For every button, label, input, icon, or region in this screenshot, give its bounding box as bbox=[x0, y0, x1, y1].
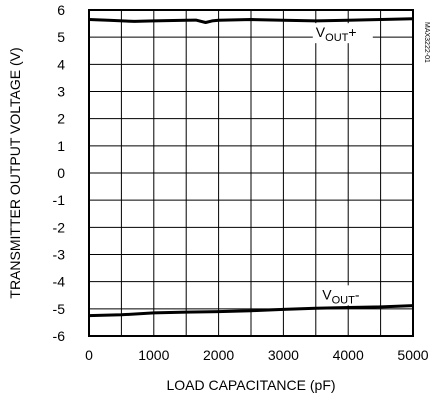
x-tick-label: 2000 bbox=[203, 347, 234, 363]
series-line-1 bbox=[88, 304, 414, 318]
y-tick-label: -3 bbox=[53, 247, 66, 263]
y-tick-label: -6 bbox=[53, 328, 66, 344]
y-tick-label: 5 bbox=[57, 29, 65, 45]
x-tick-labels: 0 1000 2000 3000 4000 5000 bbox=[85, 347, 429, 363]
y-tick-label: -1 bbox=[53, 192, 66, 208]
y-tick-label: 2 bbox=[57, 111, 65, 127]
y-tick-label: 3 bbox=[57, 84, 65, 100]
series-label-background bbox=[319, 285, 380, 306]
series-label-main: V bbox=[316, 24, 326, 40]
x-tick-label: 0 bbox=[85, 347, 93, 363]
y-tick-labels: 6 5 4 3 2 1 0 -1 -2 -3 -4 -5 -6 bbox=[53, 2, 66, 344]
y-axis-label: TRANSMITTER OUTPUT VOLTAGE (V) bbox=[7, 47, 23, 298]
series-label-1: VOUT- bbox=[322, 286, 360, 306]
x-tick-label: 3000 bbox=[268, 347, 299, 363]
x-tick-label: 4000 bbox=[333, 347, 364, 363]
series-label-subscript: OUT bbox=[325, 32, 349, 44]
y-tick-label: 0 bbox=[57, 165, 65, 181]
series-label-main: V bbox=[322, 286, 332, 302]
y-tick-label: -2 bbox=[53, 219, 66, 235]
y-tick-label: 4 bbox=[57, 56, 65, 72]
plot-frame bbox=[88, 9, 414, 337]
figure-id: MAX3222-01 bbox=[423, 22, 430, 63]
series-label-background bbox=[312, 23, 373, 44]
series-label-suffix: - bbox=[355, 286, 360, 302]
y-tick-label: -5 bbox=[53, 301, 66, 317]
series-label-0: VOUT+ bbox=[316, 24, 357, 44]
y-tick-label: -4 bbox=[53, 274, 66, 290]
y-tick-label: 6 bbox=[57, 2, 65, 18]
x-tick-label: 1000 bbox=[138, 347, 169, 363]
x-tick-label: 5000 bbox=[397, 347, 428, 363]
series-label-suffix: + bbox=[348, 24, 356, 40]
series-line-0 bbox=[88, 17, 414, 24]
y-tick-label: 1 bbox=[57, 138, 65, 154]
x-axis-label: LOAD CAPACITANCE (pF) bbox=[166, 377, 335, 393]
series-labels: VOUT+VOUT- bbox=[312, 23, 380, 306]
series-label-subscript: OUT bbox=[332, 294, 356, 306]
series-layer bbox=[88, 17, 414, 318]
